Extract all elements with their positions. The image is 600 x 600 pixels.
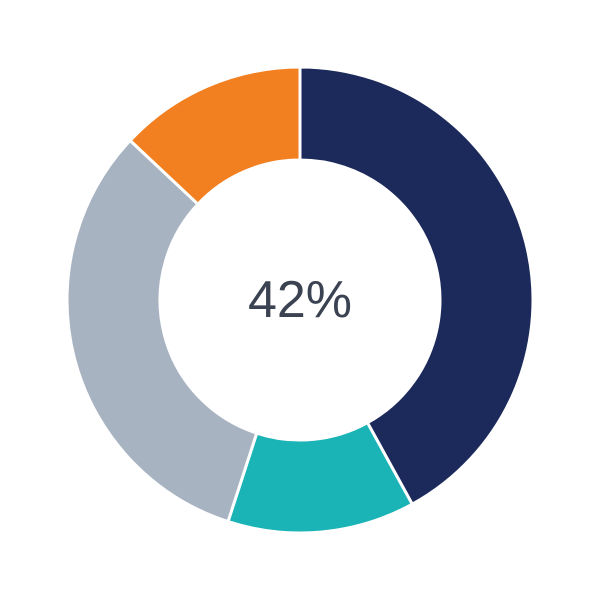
donut-slice-4 xyxy=(128,65,302,207)
donut-slice-3 xyxy=(65,138,259,524)
donut-slice-1 xyxy=(298,65,535,507)
